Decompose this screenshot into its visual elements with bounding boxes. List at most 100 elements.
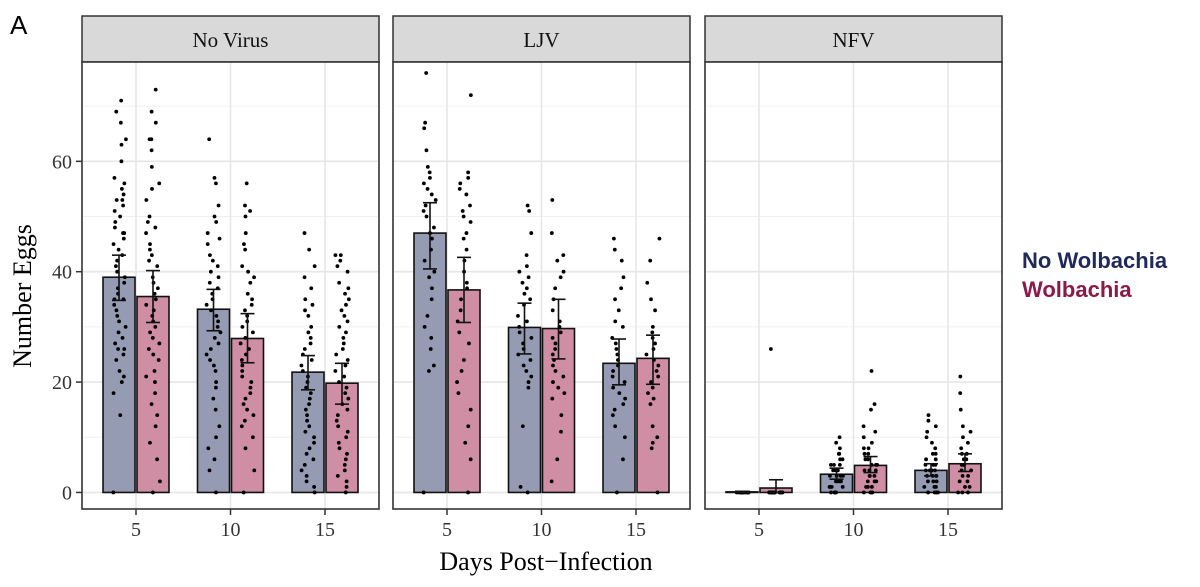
data-point — [865, 479, 870, 484]
data-point — [550, 396, 555, 401]
data-point — [464, 280, 469, 285]
data-point — [121, 236, 126, 241]
data-point — [869, 407, 873, 412]
data-point — [212, 175, 217, 180]
data-point — [649, 297, 653, 302]
data-point — [345, 358, 350, 362]
legend: No Wolbachia Wolbachia — [1022, 246, 1167, 304]
data-point — [118, 214, 123, 219]
data-point — [930, 451, 935, 456]
data-point — [529, 231, 534, 235]
data-point — [149, 137, 154, 142]
data-point — [120, 187, 124, 191]
data-point — [115, 313, 120, 318]
data-point — [121, 192, 126, 197]
data-point — [115, 269, 120, 274]
data-point — [309, 324, 314, 329]
bar — [507, 326, 542, 494]
data-point — [307, 402, 311, 407]
data-point — [343, 457, 348, 462]
data-point — [207, 468, 212, 473]
data-point — [960, 473, 965, 478]
data-point — [423, 120, 428, 125]
x-tick-label: 15 — [626, 519, 646, 541]
data-point — [157, 181, 162, 186]
data-point — [207, 137, 212, 142]
data-point — [517, 324, 522, 329]
data-point — [344, 302, 348, 307]
data-point — [655, 490, 660, 495]
data-point — [610, 413, 615, 418]
data-point — [120, 336, 125, 340]
data-point — [528, 297, 533, 302]
data-point — [459, 369, 464, 373]
facet-panel-nfv: NFV 5 10 15 — [704, 15, 1003, 541]
data-point — [309, 286, 314, 291]
data-point — [243, 336, 248, 340]
data-point — [559, 413, 564, 418]
data-point — [121, 352, 126, 357]
data-point — [873, 468, 878, 473]
data-point — [524, 264, 529, 269]
data-point — [240, 264, 245, 269]
data-point — [648, 258, 653, 263]
data-point — [117, 319, 121, 324]
data-point — [933, 446, 938, 451]
data-point — [619, 258, 624, 263]
data-point — [828, 473, 832, 478]
data-point — [149, 253, 154, 258]
data-point — [150, 336, 155, 340]
data-point — [149, 402, 154, 407]
data-point — [113, 341, 118, 346]
data-point — [335, 473, 340, 478]
data-point — [345, 429, 350, 434]
data-point — [529, 374, 534, 379]
data-point — [217, 424, 222, 429]
data-point — [214, 435, 218, 440]
data-point — [427, 170, 432, 175]
data-point — [242, 242, 246, 247]
data-point — [303, 429, 308, 434]
data-point — [516, 313, 520, 318]
data-point — [623, 396, 628, 401]
data-point — [561, 269, 566, 274]
data-point — [243, 396, 248, 401]
data-point — [828, 462, 833, 467]
data-point — [522, 291, 527, 296]
data-point — [468, 93, 473, 98]
data-point — [302, 275, 307, 280]
data-point — [119, 98, 124, 103]
data-point — [303, 297, 308, 302]
data-point — [612, 407, 617, 412]
data-point — [337, 380, 341, 384]
data-point — [427, 369, 431, 373]
data-point — [651, 396, 656, 401]
data-point — [432, 225, 436, 230]
data-point — [312, 490, 317, 495]
facet-panel-no-virus: No Virus 5 10 15 — [81, 15, 380, 541]
data-point — [862, 468, 867, 473]
data-point — [240, 369, 245, 373]
data-point — [932, 490, 937, 495]
data-point — [553, 347, 558, 351]
data-point — [214, 385, 218, 390]
data-point — [429, 336, 434, 340]
data-point — [121, 374, 126, 379]
x-axis-label: Days Post−Infection — [439, 547, 652, 576]
data-point — [343, 291, 347, 296]
data-point — [834, 440, 839, 445]
data-point — [873, 429, 878, 434]
data-point — [963, 485, 967, 489]
data-point — [212, 336, 217, 340]
data-point — [657, 236, 662, 241]
data-point — [245, 291, 250, 296]
data-point — [243, 308, 247, 313]
data-point — [468, 457, 473, 462]
data-point — [243, 203, 247, 208]
data-point — [614, 347, 619, 351]
data-point — [621, 275, 626, 280]
data-point — [461, 236, 466, 241]
data-point — [147, 258, 151, 263]
data-point — [338, 253, 343, 258]
bar — [291, 371, 325, 494]
